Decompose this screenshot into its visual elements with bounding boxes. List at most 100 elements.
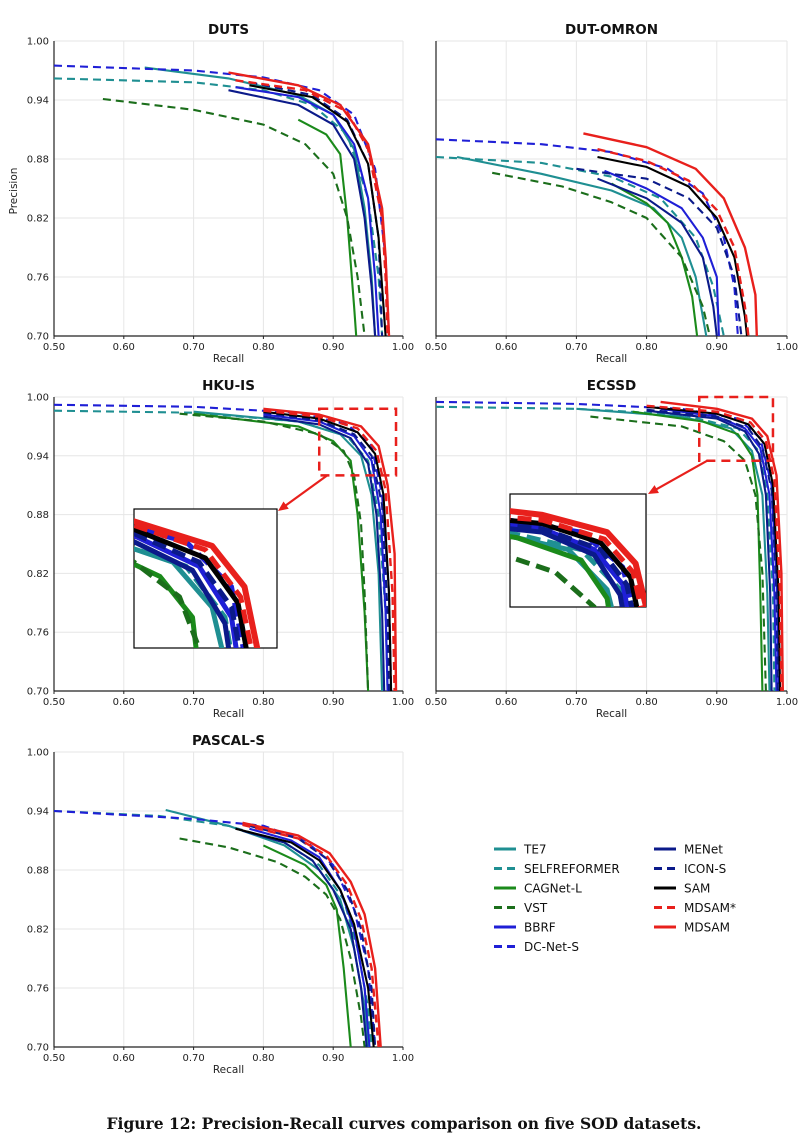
series-line-sam — [235, 827, 375, 1047]
y-tick-label: 0.88 — [27, 866, 49, 877]
series-line-icon-s — [576, 167, 743, 336]
series-line-vst — [102, 97, 366, 336]
zoom-region-marker — [317, 407, 398, 477]
x-tick-label: 1.00 — [776, 697, 798, 708]
series-line-mdsam- — [263, 409, 396, 691]
series-line-bbrf — [604, 169, 720, 336]
y-tick-label: 0.88 — [27, 510, 49, 521]
series-group — [54, 64, 391, 336]
legend-label: MDSAM* — [684, 901, 736, 915]
inset-line-cagnet-l — [510, 534, 611, 607]
series-line-te7 — [576, 407, 771, 691]
series-line-selfreformer — [436, 155, 725, 336]
series-line-selfreformer — [436, 405, 776, 691]
chart-title: HKU-IS — [202, 378, 255, 394]
x-tick-label: 1.00 — [392, 697, 414, 708]
legend-label: SAM — [684, 882, 710, 896]
series-line-mdsam — [660, 400, 784, 691]
series-line-mdsam- — [646, 404, 783, 691]
x-tick-label: 0.90 — [706, 342, 728, 353]
x-axis-label: Recall — [596, 708, 627, 720]
x-tick-label: 0.50 — [425, 342, 447, 353]
inset-line-te7 — [510, 533, 615, 607]
zoom-arrow-head — [278, 501, 289, 511]
series-line-vst — [491, 171, 711, 336]
x-tick-label: 0.50 — [43, 1053, 65, 1064]
x-axis-label: Recall — [596, 353, 627, 365]
y-tick-label: 0.82 — [27, 569, 49, 580]
legend-label: CAGNet-L — [524, 882, 582, 896]
series-line-vst — [590, 415, 767, 691]
series-line-menet — [597, 177, 718, 336]
legend-label: SELFREFORMER — [524, 862, 620, 876]
series-line-cagnet-l — [193, 412, 370, 691]
inset-line-te7 — [134, 546, 225, 648]
y-tick-label: 0.88 — [27, 155, 49, 166]
series-line-mdsam — [263, 407, 398, 691]
x-tick-label: 0.80 — [252, 1053, 274, 1064]
chart-panel-duts: 0.50 0.60 0.70 0.80 0.90 1.00 0.70 0.76 0.82 0.88… — [8, 22, 414, 365]
legend: TE7 SELFREFORMER CAGNet-L VST BBRF DC-Net-S ME… — [494, 843, 736, 954]
series-group — [436, 400, 784, 691]
y-tick-label: 0.70 — [27, 332, 49, 343]
chart-title: DUT-OMRON — [565, 22, 658, 38]
series-line-mdsam — [583, 132, 758, 336]
series-line-mdsam- — [242, 823, 380, 1047]
y-tick-label: 1.00 — [27, 37, 49, 48]
zoom-inset-series — [510, 508, 646, 607]
legend-label: ICON-S — [684, 862, 726, 876]
inset-line-mdsam — [510, 508, 646, 607]
y-tick-label: 0.76 — [27, 628, 49, 639]
x-tick-label: 0.60 — [113, 1053, 135, 1064]
chart-title: PASCAL-S — [192, 733, 265, 749]
series-line-sam — [646, 405, 782, 691]
inset-line-sam — [134, 526, 249, 648]
inset-line-menet — [510, 526, 625, 607]
inset-line-icon-s — [134, 530, 242, 648]
x-tick-label: 0.70 — [565, 697, 587, 708]
inset-line-menet — [134, 539, 232, 648]
legend-label: MDSAM — [684, 921, 730, 935]
inset-line-icon-s — [510, 523, 635, 607]
y-tick-label: 1.00 — [27, 748, 49, 759]
series-line-icon-s — [646, 408, 779, 691]
legend-label: DC-Net-S — [524, 940, 579, 954]
inset-line-cagnet-l — [134, 561, 199, 648]
inset-line-mdsam- — [510, 514, 644, 607]
series-line-selfreformer — [54, 409, 389, 691]
chart-title: ECSSD — [587, 378, 636, 394]
series-line-vst — [179, 837, 366, 1047]
y-tick-label: 0.94 — [27, 96, 49, 107]
series-line-sam — [263, 410, 393, 691]
inset-line-mdsam- — [134, 522, 254, 648]
chart-panel-hku-is: 0.50 0.60 0.70 0.80 0.90 1.00 0.70 0.76 0.82 0.88… — [27, 378, 414, 720]
x-tick-label: 0.70 — [182, 342, 204, 353]
chart-panel-pascal-s: 0.50 0.60 0.70 0.80 0.90 1.00 0.70 0.76 0.82 0.88… — [27, 733, 414, 1076]
x-tick-label: 1.00 — [392, 1053, 414, 1064]
series-line-cagnet-l — [297, 118, 358, 336]
x-axis-label: Recall — [213, 708, 244, 720]
x-tick-label: 0.70 — [565, 342, 587, 353]
chart-panel-ecssd: 0.50 0.60 0.70 0.80 0.90 1.00 ECSSD Recall — [425, 378, 798, 720]
y-tick-label: 0.94 — [27, 807, 49, 818]
x-tick-label: 0.70 — [182, 1053, 204, 1064]
legend-label: VST — [524, 901, 548, 915]
chart-title: DUTS — [208, 22, 249, 38]
series-line-cagnet-l — [610, 182, 699, 336]
zoom-region-marker — [698, 395, 775, 462]
legend-label: MENet — [684, 843, 723, 857]
figure-caption: Figure 12: Precision-Recall curves compa… — [106, 1114, 702, 1133]
series-line-te7 — [456, 155, 708, 336]
y-tick-label: 0.82 — [27, 214, 49, 225]
inset-line-mdsam — [134, 518, 261, 648]
series-line-mdsam — [228, 71, 391, 336]
x-tick-label: 0.50 — [43, 697, 65, 708]
series-line-menet — [646, 409, 773, 691]
series-line-sam — [249, 84, 387, 336]
y-tick-label: 0.70 — [27, 687, 49, 698]
series-group — [54, 808, 382, 1047]
series-line-mdsam- — [597, 148, 750, 336]
x-tick-label: 0.60 — [113, 342, 135, 353]
zoom-arrow — [652, 459, 708, 493]
